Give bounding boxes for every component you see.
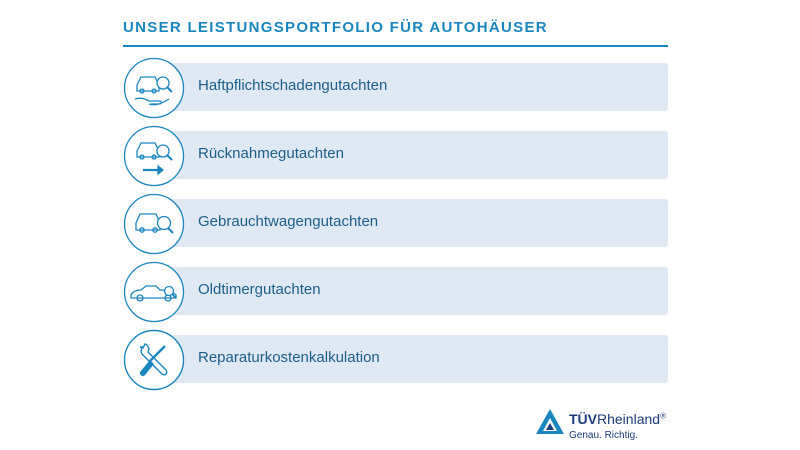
car-arrow-magnifier-icon bbox=[123, 125, 185, 187]
service-bar bbox=[159, 63, 668, 111]
service-label: Rücknahmegutachten bbox=[198, 145, 344, 162]
service-bar bbox=[159, 335, 668, 383]
logo-brand: TÜVRheinland® bbox=[569, 411, 666, 427]
service-label: Haftpflichtschadengutachten bbox=[198, 77, 388, 94]
car-magnifier-icon bbox=[123, 193, 185, 255]
title-divider bbox=[123, 45, 668, 47]
tuv-rheinland-logo: TÜVRheinland® Genau. Richtig. bbox=[535, 408, 675, 444]
service-label: Gebrauchtwagengutachten bbox=[198, 213, 379, 230]
page-title: UNSER LEISTUNGSPORTFOLIO FÜR AUTOHÄUSER bbox=[123, 19, 548, 36]
service-row-oldtimer: Oldtimergutachten bbox=[123, 261, 668, 323]
wrench-screwdriver-icon bbox=[123, 329, 185, 391]
service-label: Reparaturkostenkalkulation bbox=[198, 349, 380, 366]
service-row-gebrauchtwagen: Gebrauchtwagengutachten bbox=[123, 193, 668, 255]
tuv-triangle-icon bbox=[536, 409, 564, 434]
service-row-haftpflicht: Haftpflichtschadengutachten bbox=[123, 57, 668, 119]
car-hand-magnifier-icon bbox=[123, 57, 185, 119]
service-bar bbox=[159, 131, 668, 179]
service-label: Oldtimergutachten bbox=[198, 281, 321, 298]
vintage-car-icon bbox=[123, 261, 185, 323]
service-row-reparatur: Reparaturkostenkalkulation bbox=[123, 329, 668, 391]
logo-tagline: Genau. Richtig. bbox=[569, 430, 638, 441]
service-bar bbox=[159, 267, 668, 315]
service-bar bbox=[159, 199, 668, 247]
service-row-ruecknahme: Rücknahmegutachten bbox=[123, 125, 668, 187]
